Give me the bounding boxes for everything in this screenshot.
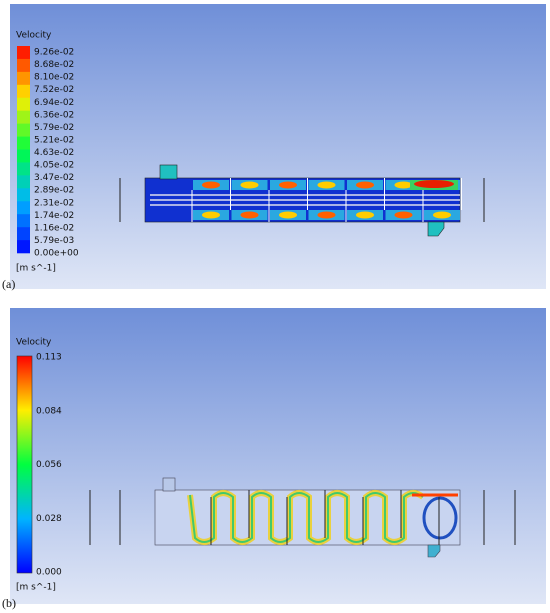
colorbar-tick-label: 6.94e-02: [34, 98, 74, 108]
panel-label: (a): [2, 277, 15, 291]
hotspot: [279, 181, 297, 189]
hotspot: [356, 211, 374, 219]
colorbar-tick-label: 8.68e-02: [34, 60, 74, 70]
hotspot: [394, 211, 413, 219]
colorbar-band: [17, 136, 30, 150]
panel-a-background: [10, 4, 546, 289]
hotspot: [202, 211, 220, 219]
hotspot: [240, 211, 259, 219]
colorbar-band: [17, 46, 30, 60]
colorbar-band: [17, 97, 30, 111]
colorbar-tick-label: 9.26e-02: [34, 48, 74, 58]
colorbar-tick-label: 5.21e-02: [34, 135, 74, 145]
legend-unit: [m s^-1]: [16, 264, 56, 274]
legend-title: Velocity: [16, 338, 52, 348]
outlet: [427, 221, 445, 237]
colorbar-tick-label: 0.00e+00: [34, 249, 79, 259]
colorbar-band: [17, 123, 30, 137]
colorbar-tick-label: 1.16e-02: [34, 223, 74, 233]
colorbar-tick-label: 0.028: [36, 514, 62, 524]
hotspot: [394, 181, 413, 189]
legend-title: Velocity: [16, 31, 52, 41]
colorbar-tick-label: 3.47e-02: [34, 173, 74, 183]
colorbar-tick-label: 1.74e-02: [34, 211, 74, 221]
colorbar: [16, 355, 33, 574]
colorbar-band: [17, 71, 30, 86]
legend-unit: [m s^-1]: [16, 583, 56, 593]
colorbar-band: [17, 227, 30, 241]
hotspot: [433, 211, 451, 219]
colorbar-band: [17, 214, 30, 228]
panel-label: (b): [2, 596, 16, 610]
streak-flow: [189, 492, 424, 543]
hotspot: [356, 181, 374, 189]
colorbar-tick-label: 2.31e-02: [34, 198, 74, 208]
inlet: [159, 164, 178, 180]
colorbar-band: [17, 240, 30, 254]
hotspot: [317, 211, 336, 219]
colorbar-tick-label: 0.113: [36, 353, 62, 363]
colorbar-tick-label: 4.05e-02: [34, 161, 74, 171]
panel-b-background: [10, 308, 546, 604]
colorbar-tick-label: 0.000: [36, 568, 62, 578]
vortex: [422, 496, 458, 540]
colorbar-band: [17, 201, 30, 215]
colorbar-tick-label: 2.89e-02: [34, 186, 74, 196]
colorbar-tick-label: 5.79e-02: [34, 123, 74, 133]
colorbar-band: [17, 188, 30, 202]
colorbar-band: [17, 162, 30, 176]
colorbar-tick-label: 8.10e-02: [34, 73, 74, 83]
exchanger-drawings: [89, 164, 516, 558]
inlet: [162, 477, 176, 492]
colorbar-tick-label: 7.52e-02: [34, 85, 74, 95]
colorbar-band: [17, 58, 30, 73]
hotspot: [414, 180, 454, 188]
colorbar-band: [17, 110, 30, 124]
hotspot: [202, 181, 220, 189]
colorbar-band: [17, 84, 30, 99]
colorbar-tick-label: 6.36e-02: [34, 110, 74, 120]
hotspot: [240, 181, 259, 189]
hotspot: [279, 211, 297, 219]
colorbar-tick-label: 5.79e-03: [34, 236, 74, 246]
colorbar-tick-label: 0.084: [36, 406, 62, 416]
hotspot: [317, 181, 336, 189]
colorbar-tick-label: 0.056: [36, 460, 62, 470]
outlet: [427, 544, 441, 558]
colorbar-band: [17, 149, 30, 163]
colorbar-band: [17, 175, 30, 189]
colorbar-tick-label: 4.63e-02: [34, 148, 74, 158]
